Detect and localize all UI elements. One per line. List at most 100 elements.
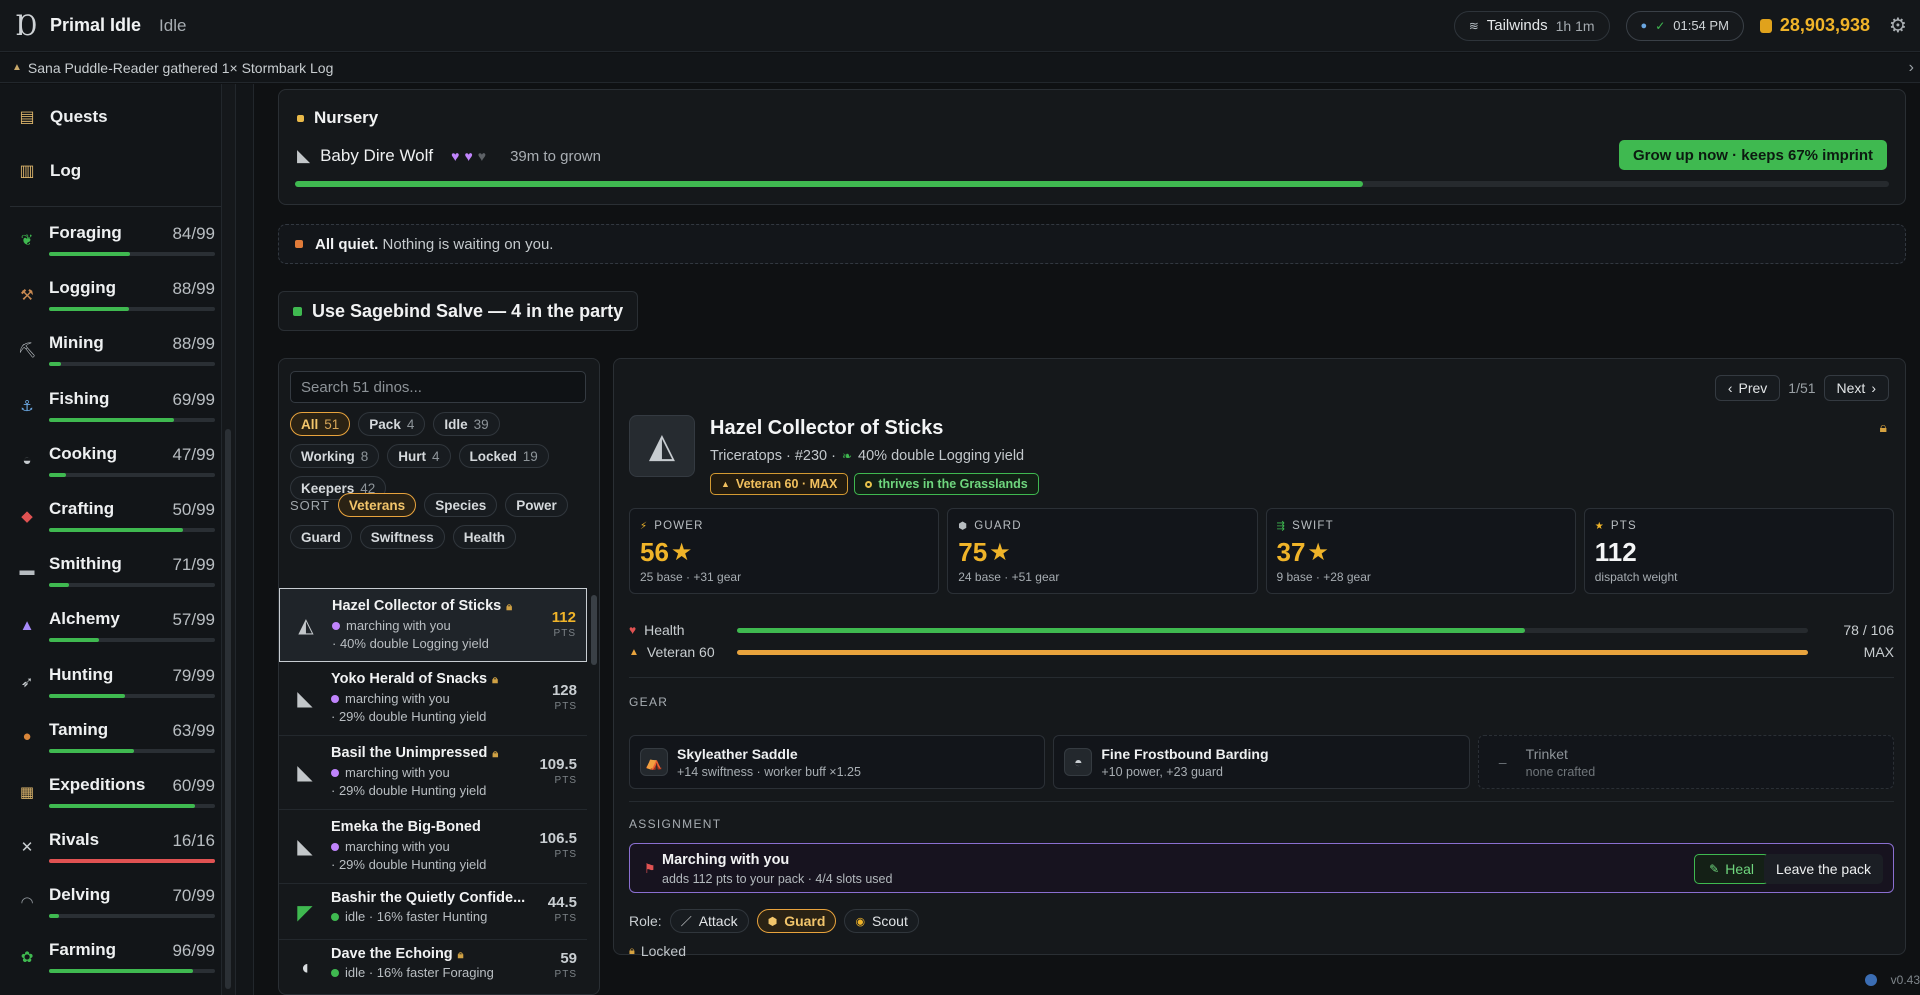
next-button[interactable]: Next › bbox=[1823, 375, 1889, 401]
clock-pill[interactable]: ● ✓ 01:54 PM bbox=[1625, 10, 1744, 41]
chevron-right-icon: › bbox=[1871, 380, 1876, 396]
bandage-icon: ✎ bbox=[1709, 862, 1720, 876]
veteran-label: Veteran 60 bbox=[646, 644, 715, 660]
locked-label: Locked bbox=[640, 943, 687, 959]
sort-chip-health[interactable]: Health bbox=[452, 525, 517, 549]
list-scrollbar-thumb[interactable] bbox=[591, 595, 597, 665]
sidebar-item-logging[interactable]: ⚒ Logging 88/99 bbox=[0, 268, 235, 323]
sidebar-item-mining[interactable]: ⛏ Mining 88/99 bbox=[0, 323, 235, 378]
gear-section-title: GEAR bbox=[629, 695, 669, 709]
sidebar-item-log[interactable]: ▥ Log bbox=[0, 144, 235, 198]
dino-row-name-text: Emeka the Big-Boned bbox=[331, 819, 481, 835]
sidebar-item-alchemy[interactable]: ▲ Alchemy 57/99 bbox=[0, 599, 235, 654]
sidebar-item-quests[interactable]: ▤ Quests bbox=[0, 90, 235, 144]
gear-slot-fine-frostbound-barding[interactable]: ◓ Fine Frostbound Barding +10 power, +23 g… bbox=[1053, 735, 1470, 789]
armor-icon: ◓ bbox=[1064, 748, 1093, 776]
dino-row-name-text: Dave the Echoing bbox=[331, 946, 453, 962]
veteran-tag-label: Veteran 60 · MAX bbox=[735, 477, 838, 491]
sidebar-item-cooking[interactable]: ◒ Cooking 47/99 bbox=[0, 434, 235, 489]
main-scrollbar-track[interactable] bbox=[236, 84, 254, 995]
stat-value: 75 ★ bbox=[958, 537, 1010, 568]
health-value: 78 / 106 bbox=[1843, 622, 1894, 638]
dino-list-item[interactable]: ◣ Yoko Herald of Snacks 🔒︎ marching with yo… bbox=[279, 662, 587, 736]
salve-icon bbox=[293, 306, 302, 316]
assignment-section-title: ASSIGNMENT bbox=[629, 817, 722, 831]
sidebar-item-crafting[interactable]: ◆ Crafting 50/99 bbox=[0, 489, 235, 544]
leave-pack-button[interactable]: Leave the pack bbox=[1764, 854, 1883, 884]
filter-chip-hurt[interactable]: Hurt 4 bbox=[387, 444, 451, 468]
status-dot-icon bbox=[331, 842, 339, 851]
use-salve-button[interactable]: Use Sagebind Salve — 4 in the party bbox=[278, 291, 639, 331]
settings-gear-icon[interactable]: ⚙ bbox=[1889, 15, 1907, 37]
skill-progress-bar bbox=[49, 914, 215, 919]
dino-row-points-unit: PTS bbox=[553, 628, 576, 639]
sort-chip-veterans[interactable]: Veterans bbox=[337, 493, 417, 517]
role-chip-scout[interactable]: ◉ Scout bbox=[844, 909, 919, 933]
heal-button[interactable]: ✎ Heal bbox=[1694, 854, 1769, 884]
sidebar-item-taming[interactable]: ● Taming 63/99 bbox=[0, 710, 235, 765]
sidebar-item-rivals[interactable]: ✕ Rivals 16/16 bbox=[0, 820, 235, 875]
info-icon[interactable] bbox=[1864, 974, 1877, 986]
filter-chip-working[interactable]: Working 8 bbox=[290, 444, 380, 468]
skill-progress-bar bbox=[49, 748, 215, 753]
skill-progress-fill bbox=[49, 748, 134, 753]
dino-row-points: 59 PTS bbox=[555, 950, 577, 980]
sidebar-item-foraging[interactable]: ❦ Foraging 84/99 bbox=[0, 213, 235, 268]
dino-row-points-value: 106.5 bbox=[539, 830, 577, 847]
sidebar-item-delving[interactable]: ◠ Delving 70/99 bbox=[0, 875, 235, 930]
dino-row-name: Dave the Echoing 🔒︎ bbox=[331, 946, 464, 962]
dino-list-item[interactable]: ◖ Dave the Echoing 🔒︎ idle · 16% faster For… bbox=[279, 940, 587, 994]
sort-chip-species[interactable]: Species bbox=[424, 493, 498, 517]
gear-desc: +14 swiftness · worker buff ×1.25 bbox=[677, 765, 861, 779]
dino-list-item[interactable]: ◣ Basil the Unimpressed 🔒︎ marching with yo… bbox=[279, 736, 587, 810]
role-chip-attack[interactable]: ／ Attack bbox=[669, 909, 749, 933]
drop-icon: ● bbox=[1640, 19, 1648, 32]
gear-slot-skyleather-saddle[interactable]: ⛺ Skyleather Saddle +14 swiftness · worker… bbox=[629, 735, 1046, 789]
sidebar-item-hunting[interactable]: ➶ Hunting 79/99 bbox=[0, 655, 235, 710]
dino-row-status: idle · 16% faster Foraging bbox=[331, 965, 494, 980]
sword-icon: ／ bbox=[680, 916, 692, 928]
filter-chip-pack[interactable]: Pack 4 bbox=[358, 412, 426, 436]
ticker-close-icon[interactable]: › bbox=[1908, 58, 1914, 76]
stat-label-text: GUARD bbox=[974, 520, 1022, 532]
sort-chip-guard[interactable]: Guard bbox=[290, 525, 352, 549]
dino-list-item[interactable]: ◤ Bashir the Quietly Confide... idle · 16%… bbox=[279, 884, 587, 940]
pager: ‹ Prev 1/51 Next › bbox=[1714, 375, 1889, 401]
dino-row-name-text: Basil the Unimpressed bbox=[331, 745, 488, 761]
grow-up-button[interactable]: Grow up now · keeps 67% imprint bbox=[1618, 140, 1887, 170]
status-dot-icon bbox=[331, 768, 339, 777]
skill-level: 16/16 bbox=[172, 831, 215, 851]
skill-level: 79/99 bbox=[172, 665, 215, 685]
role-chip-guard[interactable]: ⬢ Guard bbox=[756, 909, 837, 933]
nursery-title: Nursery bbox=[314, 108, 379, 127]
sidebar-scrollbar-track[interactable] bbox=[221, 84, 235, 995]
weather-pill[interactable]: ≋ Tailwinds 1h 1m bbox=[1453, 10, 1610, 41]
filter-chip-idle[interactable]: Idle 39 bbox=[433, 412, 500, 436]
filter-chip-label: Hurt bbox=[398, 448, 427, 464]
filter-chip-locked[interactable]: Locked 19 bbox=[458, 444, 549, 468]
dino-list-item[interactable]: ◣ Emeka the Big-Boned marching with you · 2… bbox=[279, 810, 587, 884]
dino-search-input[interactable] bbox=[290, 371, 586, 403]
sidebar-item-expeditions[interactable]: ▦ Expeditions 60/99 bbox=[0, 765, 235, 820]
sidebar-item-fishing[interactable]: ⚓ Fishing 69/99 bbox=[0, 379, 235, 434]
filter-chip-keepers[interactable]: Keepers 42 bbox=[290, 476, 387, 500]
sidebar-item-farming[interactable]: ✿ Farming 96/99 bbox=[0, 930, 235, 985]
axe-icon: ⚒ bbox=[20, 287, 34, 305]
sort-chip-swiftness[interactable]: Swiftness bbox=[359, 525, 445, 549]
sidebar-item-smithing[interactable]: ▬ Smithing 71/99 bbox=[0, 544, 235, 599]
gear-slot-trinket[interactable]: – Trinket none crafted bbox=[1477, 735, 1894, 789]
stat-cards: ⚡ POWER 56 ★ 25 base · +31 gear ⬢ GUARD 75 ★ 24 b… bbox=[629, 508, 1894, 594]
lock-icon[interactable]: 🔒︎ bbox=[1879, 419, 1887, 435]
sidebar-scrollbar-thumb[interactable] bbox=[225, 429, 231, 989]
skill-progress-fill bbox=[49, 252, 131, 256]
sort-chip-power[interactable]: Power bbox=[505, 493, 568, 517]
prev-button[interactable]: ‹ Prev bbox=[1714, 375, 1781, 401]
filter-chip-all[interactable]: All 51 bbox=[290, 412, 351, 436]
star-icon: ★ bbox=[670, 539, 693, 566]
skill-progress-fill bbox=[49, 362, 61, 367]
gear-slots: ⛺ Skyleather Saddle +14 swiftness · worker… bbox=[629, 735, 1894, 789]
dino-list-item[interactable]: ◭ Hazel Collector of Sticks 🔒︎ marching wit… bbox=[279, 588, 587, 662]
star-icon: ★ bbox=[989, 539, 1011, 566]
filter-chips: All 51 Pack 4 Idle 39 Working 8 Hurt 4 Locked 19 Kee… bbox=[290, 412, 590, 500]
filter-chip-label: Idle bbox=[444, 416, 468, 432]
